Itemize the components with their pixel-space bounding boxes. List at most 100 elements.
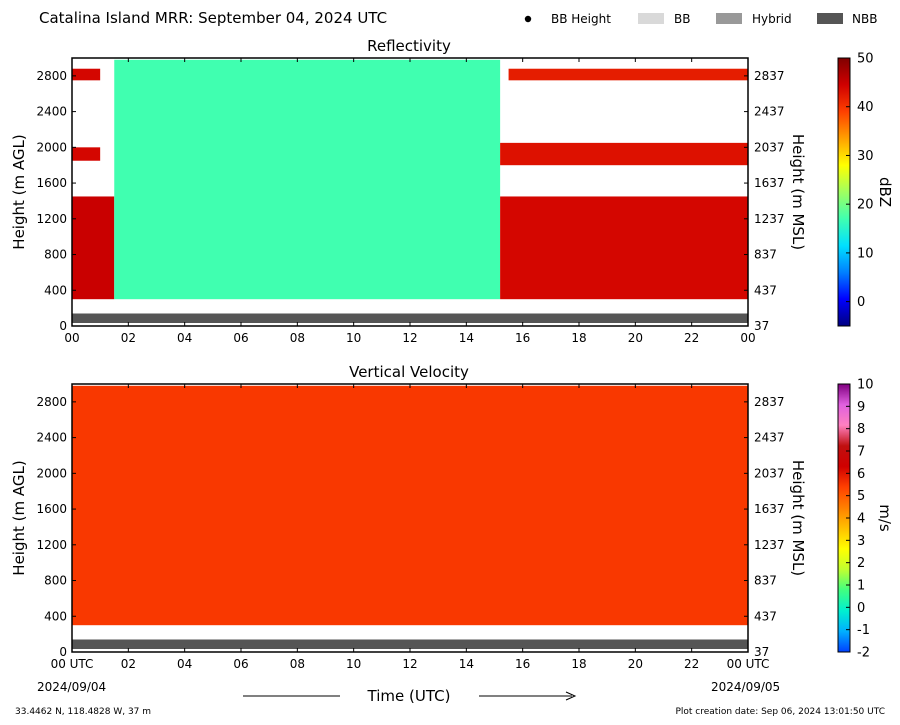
reflectivity-panel: Reflectivity 00 02 04 06 08 10 12 14 16 18 20 22 00 … [10,37,807,345]
reflectivity-nbb-strip [72,313,748,323]
velocity-region-0 [72,385,748,626]
velocity-xtick-label-2: 04 [177,657,192,671]
reflectivity-y2tick-label-0: 37 [754,319,769,333]
ms-colorbar-tick-label-11: 9 [857,400,865,415]
ms-colorbar-tick-label-8: 6 [857,467,865,482]
dbz-colorbar: 0 10 20 30 40 50 dBZ [837,52,894,327]
velocity-xtick-label-8: 16 [515,657,530,671]
reflectivity-ytick-label-0: 0 [59,319,67,333]
reflectivity-region-1 [72,147,101,161]
reflectivity-region-0 [72,196,115,300]
ms-colorbar-tick-label-5: 3 [857,534,865,549]
velocity-nbb-strip [72,639,748,649]
reflectivity-region-2 [72,68,101,81]
reflectivity-title: Reflectivity [367,37,451,55]
reflectivity-ytick-label-6: 2400 [36,105,67,119]
reflectivity-y2tick-label-7: 2837 [754,69,785,83]
reflectivity-region-3 [114,59,501,300]
reflectivity-xtick-label-0: 00 [64,331,79,345]
dbz-colorbar-bar [837,57,851,327]
velocity-y2tick-label-7: 2837 [754,395,785,409]
velocity-y2tick-label-5: 2037 [754,466,785,480]
velocity-xtick-label-1: 02 [121,657,136,671]
legend-label-nbb: NBB [852,12,877,26]
ms-colorbar-tick-label-1: -1 [857,623,870,638]
velocity-ytick-label-6: 2400 [36,431,67,445]
reflectivity-xtick-label-8: 16 [515,331,530,345]
velocity-xtick-label-4: 08 [290,657,305,671]
velocity-ytick-label-1: 400 [44,609,67,623]
reflectivity-y2tick-label-6: 2437 [754,105,785,119]
reflectivity-ytick-label-1: 400 [44,283,67,297]
reflectivity-ytick-label-2: 800 [44,248,67,262]
reflectivity-x-axis: 00 02 04 06 08 10 12 14 16 18 20 22 00 [64,58,756,345]
dbz-colorbar-tick-label-2: 20 [857,198,874,213]
legend-marker-nbb [817,13,843,24]
reflectivity-y2tick-label-2: 837 [754,248,777,262]
velocity-xtick-label-0: 00 UTC [51,657,94,671]
reflectivity-ylabel: Height (m AGL) [10,134,28,249]
velocity-xtick-label-9: 18 [571,657,586,671]
reflectivity-xtick-label-7: 14 [459,331,474,345]
reflectivity-xtick-label-12: 00 [740,331,755,345]
reflectivity-region-4 [500,196,748,300]
reflectivity-ytick-label-3: 1200 [36,212,67,226]
velocity-panel: Vertical Velocity 00 UTC 02 04 06 08 10 12 14 16… [10,363,807,671]
time-axis-label: Time (UTC) [367,687,451,705]
dbz-colorbar-tick-label-3: 30 [857,149,874,164]
velocity-field [72,385,748,649]
velocity-y2tick-label-6: 2437 [754,431,785,445]
start-date: 2024/09/04 [37,680,106,694]
reflectivity-ytick-label-4: 1600 [36,176,67,190]
legend-label-bb-height: BB Height [551,12,611,26]
velocity-ytick-label-7: 2800 [36,395,67,409]
velocity-y-axis: 0 400 800 1200 1600 2000 2400 2800 [36,395,76,659]
ms-colorbar-ticks: -2 -1 0 1 2 3 4 5 6 7 8 9 10 [846,378,874,661]
ms-colorbar-tick-label-6: 4 [857,512,865,527]
reflectivity-y2tick-label-4: 1637 [754,176,785,190]
reflectivity-y2tick-label-5: 2037 [754,140,785,154]
ms-colorbar-tick-label-12: 10 [857,378,874,393]
velocity-y2tick-label-1: 437 [754,609,777,623]
velocity-x-axis: 00 UTC 02 04 06 08 10 12 14 16 18 20 22 00 UTC [51,384,769,671]
reflectivity-y-axis: 0 400 800 1200 1600 2000 2400 2800 [36,69,76,333]
reflectivity-region-5 [500,142,748,166]
velocity-xtick-label-6: 12 [402,657,417,671]
reflectivity-xtick-label-4: 08 [290,331,305,345]
reflectivity-ytick-label-5: 2000 [36,140,67,154]
legend-label-hybrid: Hybrid [752,12,792,26]
velocity-ytick-label-5: 2000 [36,466,67,480]
velocity-ytick-label-0: 0 [59,645,67,659]
ms-colorbar-tick-label-9: 7 [857,445,865,460]
reflectivity-y2-axis: 37 437 837 1237 1637 2037 2437 2837 [744,69,785,333]
velocity-ytick-label-2: 800 [44,574,67,588]
station-location: 33.4462 N, 118.4828 W, 37 m [15,707,151,717]
dbz-colorbar-tick-label-5: 50 [857,52,874,67]
velocity-y2label: Height (m MSL) [789,460,807,576]
velocity-y2tick-label-0: 37 [754,645,769,659]
legend-marker-bb-height [524,15,532,23]
velocity-y2tick-label-4: 1637 [754,502,785,516]
reflectivity-region-6 [508,68,748,81]
velocity-xtick-label-3: 06 [233,657,248,671]
reflectivity-y2label: Height (m MSL) [789,134,807,250]
dbz-colorbar-tick-label-1: 10 [857,246,874,261]
velocity-title: Vertical Velocity [349,363,469,381]
legend-label-bb: BB [674,12,690,26]
reflectivity-xtick-label-2: 04 [177,331,192,345]
plot-creation-date: Plot creation date: Sep 06, 2024 13:01:5… [675,707,885,717]
legend-marker-bb [638,13,664,24]
ms-colorbar-tick-label-3: 1 [857,579,865,594]
figure-title: Catalina Island MRR: September 04, 2024 … [39,9,387,27]
legend-marker-hybrid [716,13,742,24]
velocity-xtick-label-7: 14 [459,657,474,671]
ms-colorbar-tick-label-0: -2 [857,646,870,661]
velocity-ytick-label-3: 1200 [36,538,67,552]
velocity-xtick-label-11: 22 [684,657,699,671]
dbz-colorbar-label: dBZ [876,177,894,207]
velocity-ylabel: Height (m AGL) [10,460,28,575]
reflectivity-ytick-label-7: 2800 [36,69,67,83]
ms-colorbar-tick-label-2: 0 [857,601,865,616]
ms-colorbar-label: m/s [876,504,894,532]
dbz-colorbar-tick-label-0: 0 [857,295,865,310]
